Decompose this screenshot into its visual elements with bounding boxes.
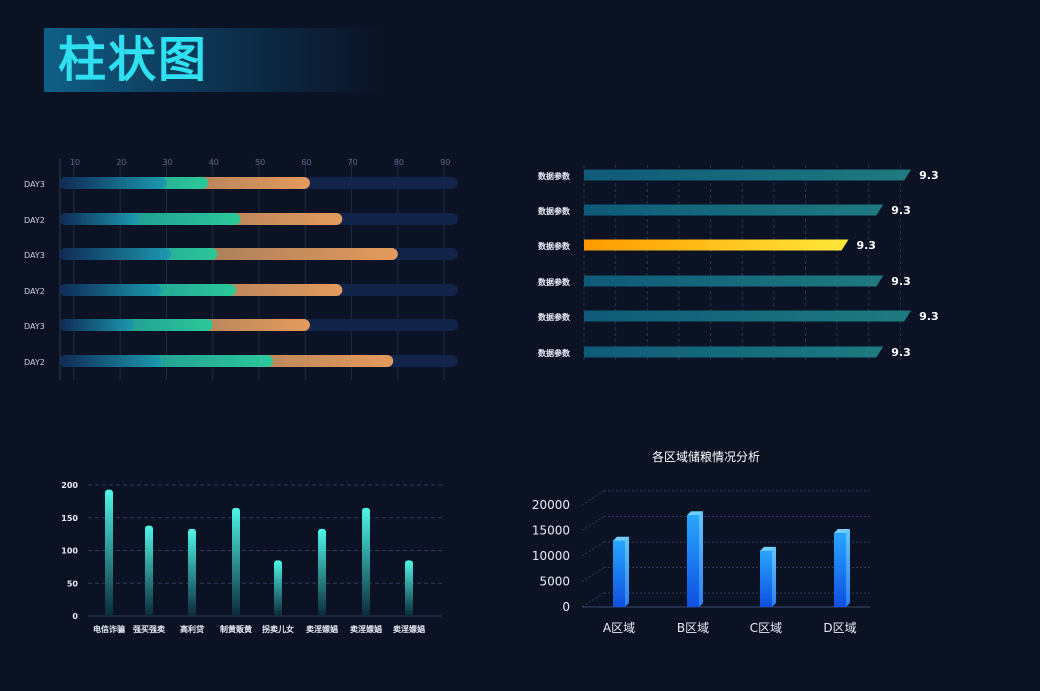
c2-category-label: 数据参数 bbox=[538, 312, 571, 322]
c2-bar bbox=[584, 169, 912, 181]
page-title: 柱状图 bbox=[58, 32, 209, 88]
c2-category-label: 数据参数 bbox=[538, 206, 571, 216]
c3-category-label: 高利贷 bbox=[180, 624, 204, 634]
c3-bar bbox=[232, 507, 240, 616]
c4-depth-line bbox=[581, 541, 605, 557]
c4-bar-front bbox=[613, 540, 625, 607]
c3-bar bbox=[318, 528, 326, 616]
c1-x-tick: 40 bbox=[209, 158, 219, 167]
c2-category-label: 数据参数 bbox=[538, 241, 571, 251]
c3-bar bbox=[362, 507, 370, 616]
c1-category-label: DAY3 bbox=[24, 322, 45, 331]
c1-x-tick: 70 bbox=[348, 158, 358, 167]
c2-bar bbox=[584, 275, 884, 287]
c3-category-label: 卖淫嫖娼 bbox=[306, 624, 338, 634]
c4-bar-side bbox=[772, 546, 776, 607]
c4-bar-top bbox=[687, 511, 703, 516]
c2-bar bbox=[584, 239, 849, 251]
c3-bar bbox=[105, 489, 113, 616]
c3-category-label: 电信诈骗 bbox=[93, 624, 125, 634]
c3-y-tick: 200 bbox=[61, 481, 78, 490]
c4-bar-front bbox=[760, 550, 772, 607]
c4-depth-line bbox=[581, 516, 605, 531]
c2-bar bbox=[584, 204, 884, 216]
c4-bar-front bbox=[687, 515, 699, 607]
c1-bar-teal bbox=[60, 284, 162, 296]
c2-bar bbox=[584, 346, 884, 358]
c2-category-label: 数据参数 bbox=[538, 277, 571, 287]
c4-bar-side bbox=[846, 529, 850, 607]
c2-category-label: 数据参数 bbox=[538, 171, 571, 181]
c4-category-label: D区域 bbox=[823, 621, 856, 635]
c4-category-label: C区域 bbox=[750, 621, 782, 635]
c4-depth-line bbox=[581, 592, 605, 608]
c3-bar bbox=[405, 560, 413, 616]
c3-bar bbox=[188, 528, 196, 616]
c1-x-tick: 90 bbox=[440, 158, 450, 167]
c4-bar-top bbox=[613, 536, 629, 541]
c1-x-tick: 10 bbox=[70, 158, 80, 167]
c4-y-tick: 20000 bbox=[532, 498, 570, 512]
c1-category-label: DAY3 bbox=[24, 180, 45, 189]
c4-bar-top bbox=[760, 546, 776, 551]
c3-y-tick: 100 bbox=[61, 547, 78, 556]
c4-bar-front bbox=[834, 533, 846, 607]
title-banner: 柱状图 bbox=[44, 28, 384, 92]
c2-bar bbox=[584, 310, 912, 322]
c3-category-label: 卖淫嫖娼 bbox=[393, 624, 425, 634]
c1-x-tick: 60 bbox=[301, 158, 311, 167]
c3-category-label: 制黄贩黄 bbox=[220, 624, 252, 634]
c1-category-label: DAY3 bbox=[24, 251, 45, 260]
c1-bar-teal bbox=[60, 355, 162, 367]
c1-x-tick: 20 bbox=[116, 158, 126, 167]
c2-value-label: 9.3 bbox=[891, 204, 911, 217]
c2-value-label: 9.3 bbox=[891, 346, 911, 359]
c4-title: 各区域储粮情况分析 bbox=[652, 449, 760, 464]
c2-value-label: 9.3 bbox=[919, 310, 939, 323]
c2-value-label: 9.3 bbox=[856, 239, 876, 252]
c3-category-label: 卖淫嫖娼 bbox=[350, 624, 382, 634]
c4-y-tick: 0 bbox=[562, 600, 570, 614]
c4-depth-line bbox=[581, 490, 605, 506]
c2-value-label: 9.3 bbox=[891, 275, 911, 288]
c4-depth-line bbox=[581, 567, 605, 582]
c2-value-label: 9.3 bbox=[919, 169, 939, 182]
c3-y-tick: 50 bbox=[67, 579, 79, 588]
c2-category-label: 数据参数 bbox=[538, 348, 571, 358]
c4-bar-top bbox=[834, 529, 850, 534]
c1-category-label: DAY2 bbox=[24, 287, 45, 296]
c1-bar-teal bbox=[60, 213, 139, 225]
c1-x-tick: 50 bbox=[255, 158, 265, 167]
c3-bar bbox=[274, 560, 282, 616]
c1-x-tick: 80 bbox=[394, 158, 404, 167]
c4-category-label: B区域 bbox=[677, 621, 709, 635]
c3-bar bbox=[145, 525, 153, 616]
c1-bar-teal bbox=[60, 177, 167, 189]
c4-bar-side bbox=[625, 536, 629, 607]
c1-x-tick: 30 bbox=[162, 158, 172, 167]
c4-y-tick: 5000 bbox=[539, 575, 570, 589]
c4-bar-side bbox=[699, 511, 703, 607]
c3-category-label: 拐卖儿女 bbox=[262, 624, 294, 634]
c1-bar-teal bbox=[60, 248, 172, 260]
c1-category-label: DAY2 bbox=[24, 358, 45, 367]
c4-y-tick: 10000 bbox=[532, 549, 570, 563]
c3-y-tick: 0 bbox=[72, 612, 78, 621]
c4-category-label: A区域 bbox=[603, 621, 635, 635]
c3-category-label: 强买强卖 bbox=[133, 624, 165, 634]
c1-category-label: DAY2 bbox=[24, 216, 45, 225]
c3-y-tick: 150 bbox=[61, 514, 78, 523]
c4-y-tick: 15000 bbox=[532, 524, 570, 538]
c1-bar-teal bbox=[60, 319, 135, 331]
